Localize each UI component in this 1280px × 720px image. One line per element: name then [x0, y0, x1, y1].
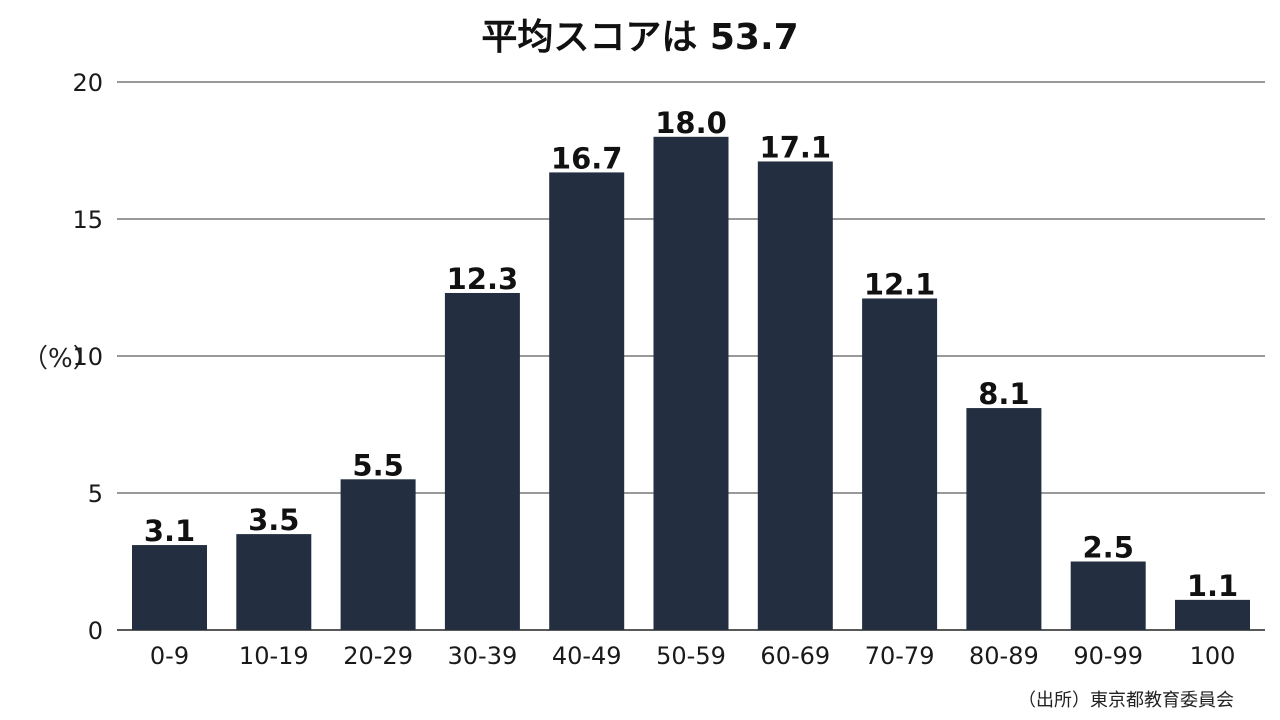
data-label: 1.1: [1187, 569, 1238, 603]
y-tick-label: 10: [72, 343, 103, 371]
data-label: 17.1: [760, 130, 832, 164]
x-tick-label: 20-29: [343, 642, 413, 670]
x-tick-label: 60-69: [760, 642, 830, 670]
x-tick-label: 100: [1190, 642, 1236, 670]
x-tick-labels: 0-9 10-19 20-29 30-39 40-49 50-59 60-69 70-79 80…: [150, 642, 1236, 670]
data-label: 5.5: [352, 448, 403, 482]
bar-90-99: [1070, 561, 1146, 630]
x-tick-label: 50-59: [656, 642, 726, 670]
data-labels: 3.1 3.5 5.5 12.3 16.7 18.0 17.1 12.1 8.1 2.5 1.1: [144, 106, 1238, 603]
y-tick-label: 0: [88, 617, 103, 645]
bar-30-39: [444, 292, 520, 630]
data-label: 16.7: [551, 141, 623, 175]
x-tick-label: 10-19: [239, 642, 309, 670]
x-tick-label: 30-39: [448, 642, 518, 670]
bar-80-89: [966, 408, 1042, 630]
data-label: 3.5: [248, 503, 299, 537]
bar-0-9: [132, 545, 207, 630]
y-tick-labels: 0 5 10 15 20: [72, 69, 103, 645]
bars: [132, 136, 1250, 631]
y-tick-label: 20: [72, 69, 103, 97]
y-tick-label: 15: [72, 206, 103, 234]
data-label: 2.5: [1083, 531, 1134, 565]
x-tick-label: 0-9: [150, 642, 189, 670]
source-note: （出所）東京都教育委員会: [1018, 690, 1234, 711]
bar-10-19: [236, 534, 312, 630]
x-tick-label: 70-79: [865, 642, 935, 670]
bar-40-49: [549, 172, 625, 631]
chart-title: 平均スコアは 53.7: [481, 17, 799, 58]
data-label: 3.1: [144, 514, 195, 548]
x-tick-label: 80-89: [969, 642, 1039, 670]
x-tick-label: 90-99: [1073, 642, 1143, 670]
data-label: 8.1: [978, 377, 1029, 411]
data-label: 18.0: [655, 106, 727, 140]
bar-20-29: [340, 479, 416, 630]
data-label: 12.1: [864, 267, 936, 301]
bar-100: [1175, 599, 1250, 630]
y-tick-label: 5: [88, 480, 103, 508]
x-tick-label: 40-49: [552, 642, 622, 670]
data-label: 12.3: [447, 262, 519, 296]
bar-60-69: [757, 161, 833, 630]
bar-50-59: [653, 136, 729, 631]
bar-70-79: [862, 298, 938, 630]
